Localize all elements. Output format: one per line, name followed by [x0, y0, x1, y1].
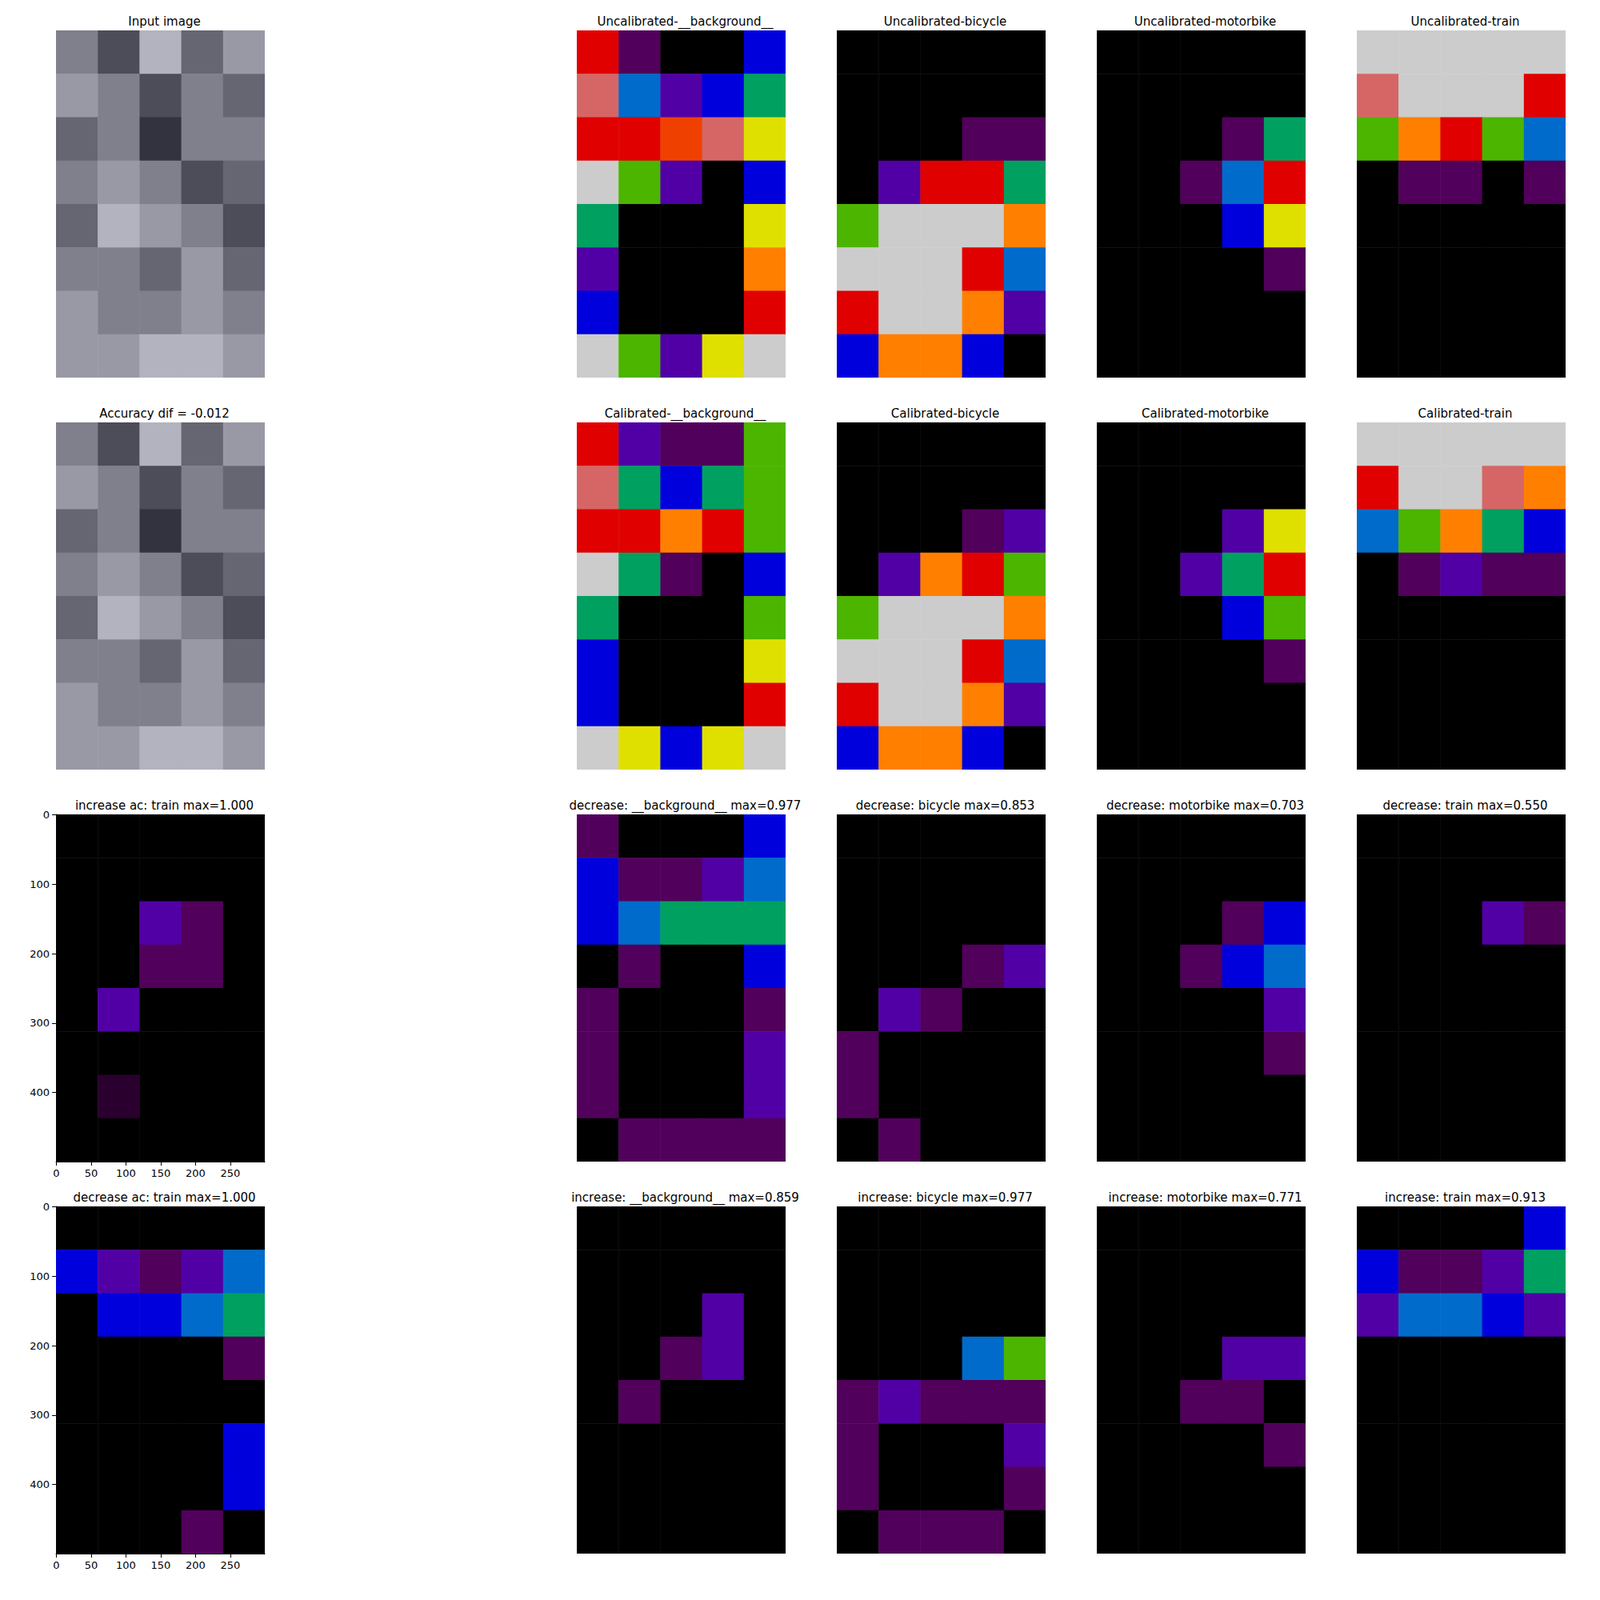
svg-text:0: 0 [43, 1200, 50, 1213]
svg-text:100: 100 [116, 1167, 136, 1180]
svg-text:increase: train max=0.913: increase: train max=0.913 [1384, 1190, 1546, 1205]
svg-text:150: 150 [151, 1167, 172, 1180]
svg-text:0: 0 [52, 1559, 60, 1572]
svg-text:decrease ac: train max=1.000: decrease ac: train max=1.000 [72, 1190, 256, 1205]
svg-text:Calibrated-train: Calibrated-train [1418, 406, 1513, 421]
svg-text:decrease: train max=0.550: decrease: train max=0.550 [1383, 798, 1548, 813]
svg-text:50: 50 [84, 1559, 99, 1572]
svg-text:300: 300 [29, 1016, 50, 1029]
svg-text:100: 100 [29, 878, 50, 891]
svg-text:Uncalibrated-bicycle: Uncalibrated-bicycle [884, 14, 1008, 29]
svg-text:decrease: motorbike max=0.703: decrease: motorbike max=0.703 [1106, 798, 1304, 813]
svg-text:Calibrated-motorbike: Calibrated-motorbike [1141, 406, 1269, 421]
svg-text:Uncalibrated-train: Uncalibrated-train [1410, 14, 1520, 29]
svg-text:200: 200 [185, 1167, 206, 1180]
svg-text:200: 200 [29, 1340, 50, 1352]
svg-text:400: 400 [29, 1086, 50, 1099]
svg-text:300: 300 [29, 1408, 50, 1421]
svg-text:0: 0 [52, 1167, 60, 1180]
svg-text:200: 200 [29, 948, 50, 960]
svg-text:Uncalibrated-motorbike: Uncalibrated-motorbike [1134, 14, 1276, 29]
svg-text:Calibrated-bicycle: Calibrated-bicycle [891, 406, 1000, 421]
svg-text:250: 250 [220, 1167, 241, 1180]
svg-text:0: 0 [43, 808, 50, 821]
svg-text:100: 100 [116, 1559, 136, 1572]
svg-text:increase ac: train max=1.000: increase ac: train max=1.000 [75, 798, 254, 813]
svg-text:200: 200 [185, 1559, 206, 1572]
svg-text:increase: __background__ max=0: increase: __background__ max=0.859 [571, 1190, 800, 1206]
svg-text:Input image: Input image [128, 14, 200, 29]
svg-text:100: 100 [29, 1270, 50, 1283]
svg-text:increase: motorbike max=0.771: increase: motorbike max=0.771 [1108, 1190, 1302, 1205]
svg-text:Uncalibrated-__background__: Uncalibrated-__background__ [597, 14, 774, 30]
svg-text:increase: bicycle max=0.977: increase: bicycle max=0.977 [857, 1190, 1032, 1205]
svg-text:Accuracy dif = -0.012: Accuracy dif = -0.012 [99, 406, 230, 421]
svg-text:250: 250 [220, 1559, 241, 1572]
svg-text:Calibrated-__background__: Calibrated-__background__ [604, 406, 767, 422]
svg-text:50: 50 [84, 1167, 99, 1180]
svg-text:decrease: bicycle max=0.853: decrease: bicycle max=0.853 [856, 798, 1036, 813]
svg-text:150: 150 [151, 1559, 172, 1572]
svg-text:400: 400 [29, 1478, 50, 1491]
svg-text:decrease: __background__ max=0: decrease: __background__ max=0.977 [569, 798, 802, 814]
